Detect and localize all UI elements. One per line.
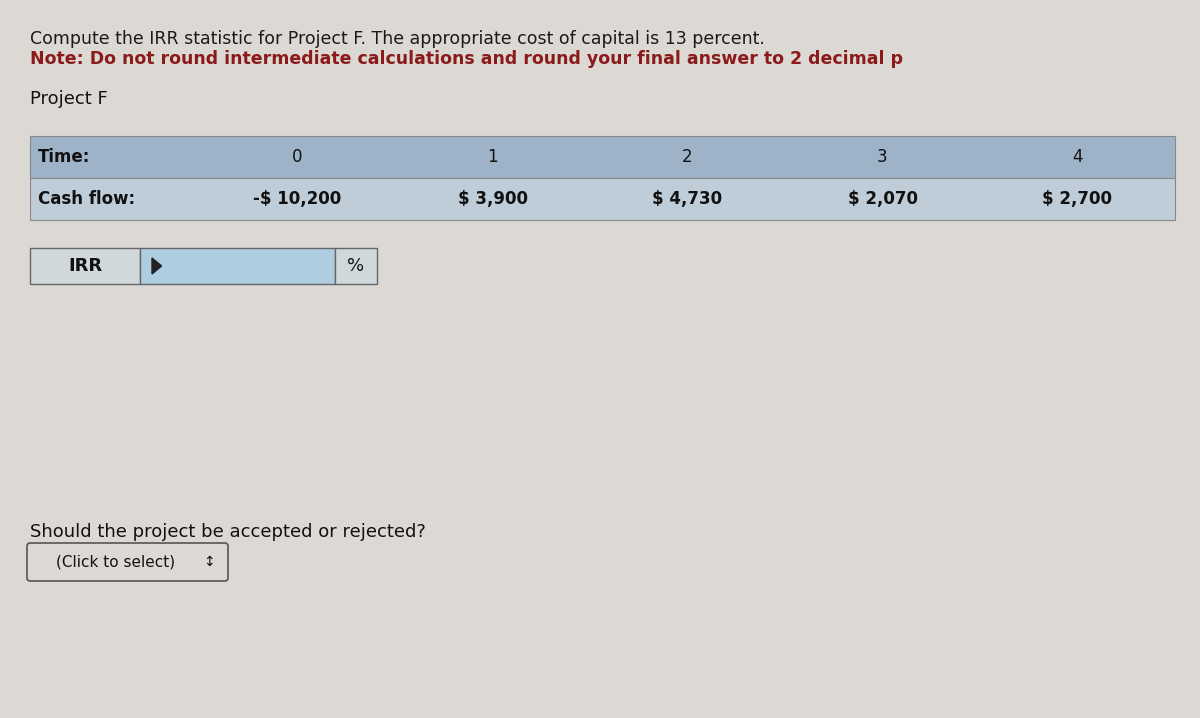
Text: IRR: IRR — [68, 257, 102, 275]
Text: 1: 1 — [487, 148, 498, 166]
Bar — [335, 248, 377, 284]
Text: 2: 2 — [682, 148, 692, 166]
Text: $ 2,700: $ 2,700 — [1043, 190, 1112, 208]
Text: Cash flow:: Cash flow: — [38, 190, 136, 208]
Text: -$ 10,200: -$ 10,200 — [253, 190, 342, 208]
Bar — [30, 136, 1175, 178]
Text: $ 2,070: $ 2,070 — [847, 190, 918, 208]
Text: Time:: Time: — [38, 148, 90, 166]
Text: ↕: ↕ — [203, 555, 215, 569]
Text: $ 3,900: $ 3,900 — [457, 190, 528, 208]
FancyBboxPatch shape — [28, 543, 228, 581]
Text: 0: 0 — [293, 148, 302, 166]
Bar — [30, 178, 1175, 220]
Bar — [140, 248, 335, 284]
Text: Should the project be accepted or rejected?: Should the project be accepted or reject… — [30, 523, 426, 541]
Text: (Click to select): (Click to select) — [56, 554, 175, 569]
Text: 4: 4 — [1073, 148, 1082, 166]
Text: Note: Do not round intermediate calculations and round your final answer to 2 de: Note: Do not round intermediate calculat… — [30, 50, 904, 68]
Text: $ 4,730: $ 4,730 — [653, 190, 722, 208]
Bar — [30, 248, 140, 284]
Text: 3: 3 — [877, 148, 888, 166]
Polygon shape — [152, 258, 162, 274]
Text: Compute the IRR statistic for Project F. The appropriate cost of capital is 13 p: Compute the IRR statistic for Project F.… — [30, 30, 764, 48]
Text: %: % — [348, 257, 365, 275]
Text: Project F: Project F — [30, 90, 108, 108]
